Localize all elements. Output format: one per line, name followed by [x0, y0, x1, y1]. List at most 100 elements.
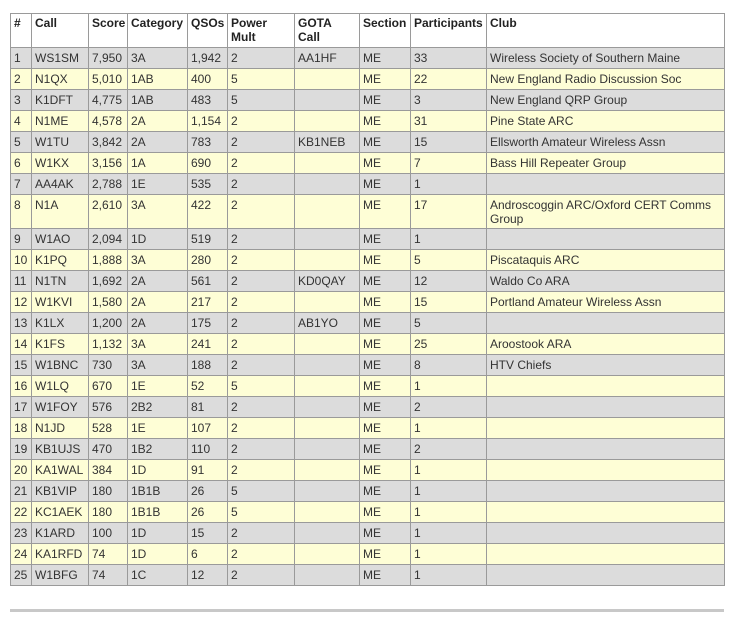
qsos-cell: 175 — [187, 312, 228, 334]
score-cell: 528 — [88, 417, 128, 439]
section-cell: ME — [359, 249, 411, 271]
table-row: 7 AA4AK 2,788 1E 535 2 ME 1 — [10, 173, 725, 195]
score-cell: 4,578 — [88, 110, 128, 132]
score-cell: 3,156 — [88, 152, 128, 174]
header-power-mult: Power Mult — [227, 13, 295, 48]
rank-cell: 19 — [10, 438, 32, 460]
rank-cell: 5 — [10, 131, 32, 153]
power-mult-cell: 2 — [227, 522, 295, 544]
rank-cell: 8 — [10, 194, 32, 229]
club-cell — [486, 375, 725, 397]
power-mult-cell: 2 — [227, 459, 295, 481]
score-cell: 1,888 — [88, 249, 128, 271]
table-row: 11 N1TN 1,692 2A 561 2 KD0QAY ME 12 Waldo Co ARA — [10, 270, 725, 292]
participants-cell: 33 — [410, 47, 487, 69]
category-cell: 1D — [127, 522, 188, 544]
category-cell: 3A — [127, 249, 188, 271]
call-cell: K1FS — [31, 333, 89, 355]
qsos-cell: 400 — [187, 68, 228, 90]
participants-cell: 1 — [410, 480, 487, 502]
gota-call-cell — [294, 89, 360, 111]
club-cell: Wireless Society of Southern Maine — [486, 47, 725, 69]
power-mult-cell: 2 — [227, 312, 295, 334]
participants-cell: 15 — [410, 131, 487, 153]
table-row: 10 K1PQ 1,888 3A 280 2 ME 5 Piscataquis ARC — [10, 249, 725, 271]
table-row: 2 N1QX 5,010 1AB 400 5 ME 22 New England Radio D… — [10, 68, 725, 90]
category-cell: 1B1B — [127, 501, 188, 523]
footer-divider — [10, 609, 724, 612]
club-cell: HTV Chiefs — [486, 354, 725, 376]
call-cell: N1A — [31, 194, 89, 229]
gota-call-cell — [294, 173, 360, 195]
club-cell — [486, 543, 725, 565]
section-cell: ME — [359, 354, 411, 376]
table-row: 20 KA1WAL 384 1D 91 2 ME 1 — [10, 459, 725, 481]
header-section: Section — [359, 13, 411, 48]
category-cell: 1E — [127, 173, 188, 195]
table-row: 6 W1KX 3,156 1A 690 2 ME 7 Bass Hill Repeater Gr… — [10, 152, 725, 174]
power-mult-cell: 2 — [227, 270, 295, 292]
participants-cell: 8 — [410, 354, 487, 376]
category-cell: 1AB — [127, 68, 188, 90]
participants-cell: 1 — [410, 522, 487, 544]
table-row: 17 W1FOY 576 2B2 81 2 ME 2 — [10, 396, 725, 418]
gota-call-cell — [294, 194, 360, 229]
rank-cell: 22 — [10, 501, 32, 523]
power-mult-cell: 2 — [227, 354, 295, 376]
header-row: # Call Score Category QSOs Power Mult GO… — [10, 13, 725, 48]
table-row: 15 W1BNC 730 3A 188 2 ME 8 HTV Chiefs — [10, 354, 725, 376]
participants-cell: 2 — [410, 438, 487, 460]
call-cell: W1LQ — [31, 375, 89, 397]
power-mult-cell: 2 — [227, 152, 295, 174]
score-cell: 74 — [88, 564, 128, 586]
qsos-cell: 26 — [187, 501, 228, 523]
qsos-cell: 483 — [187, 89, 228, 111]
section-cell: ME — [359, 438, 411, 460]
call-cell: WS1SM — [31, 47, 89, 69]
gota-call-cell — [294, 110, 360, 132]
score-cell: 7,950 — [88, 47, 128, 69]
club-cell — [486, 480, 725, 502]
club-cell: Pine State ARC — [486, 110, 725, 132]
call-cell: KB1UJS — [31, 438, 89, 460]
qsos-cell: 91 — [187, 459, 228, 481]
rank-cell: 24 — [10, 543, 32, 565]
participants-cell: 1 — [410, 543, 487, 565]
category-cell: 2A — [127, 270, 188, 292]
call-cell: K1LX — [31, 312, 89, 334]
participants-cell: 3 — [410, 89, 487, 111]
section-cell: ME — [359, 375, 411, 397]
gota-call-cell — [294, 68, 360, 90]
qsos-cell: 81 — [187, 396, 228, 418]
gota-call-cell — [294, 522, 360, 544]
gota-call-cell — [294, 417, 360, 439]
category-cell: 2A — [127, 291, 188, 313]
category-cell: 3A — [127, 194, 188, 229]
section-cell: ME — [359, 417, 411, 439]
participants-cell: 2 — [410, 396, 487, 418]
header-club: Club — [486, 13, 725, 48]
rank-cell: 21 — [10, 480, 32, 502]
power-mult-cell: 5 — [227, 480, 295, 502]
gota-call-cell — [294, 459, 360, 481]
club-cell: New England Radio Discussion Soc — [486, 68, 725, 90]
table-row: 18 N1JD 528 1E 107 2 ME 1 — [10, 417, 725, 439]
qsos-cell: 217 — [187, 291, 228, 313]
results-table: # Call Score Category QSOs Power Mult GO… — [10, 13, 725, 586]
qsos-cell: 6 — [187, 543, 228, 565]
power-mult-cell: 2 — [227, 333, 295, 355]
rank-cell: 12 — [10, 291, 32, 313]
participants-cell: 1 — [410, 417, 487, 439]
score-cell: 2,094 — [88, 228, 128, 250]
score-cell: 180 — [88, 501, 128, 523]
section-cell: ME — [359, 459, 411, 481]
header-call: Call — [31, 13, 89, 48]
results-body: 1 WS1SM 7,950 3A 1,942 2 AA1HF ME 33 Wireless Soc… — [10, 47, 725, 586]
section-cell: ME — [359, 228, 411, 250]
club-cell — [486, 396, 725, 418]
section-cell: ME — [359, 89, 411, 111]
power-mult-cell: 2 — [227, 564, 295, 586]
call-cell: K1ARD — [31, 522, 89, 544]
gota-call-cell: KD0QAY — [294, 270, 360, 292]
gota-call-cell — [294, 249, 360, 271]
